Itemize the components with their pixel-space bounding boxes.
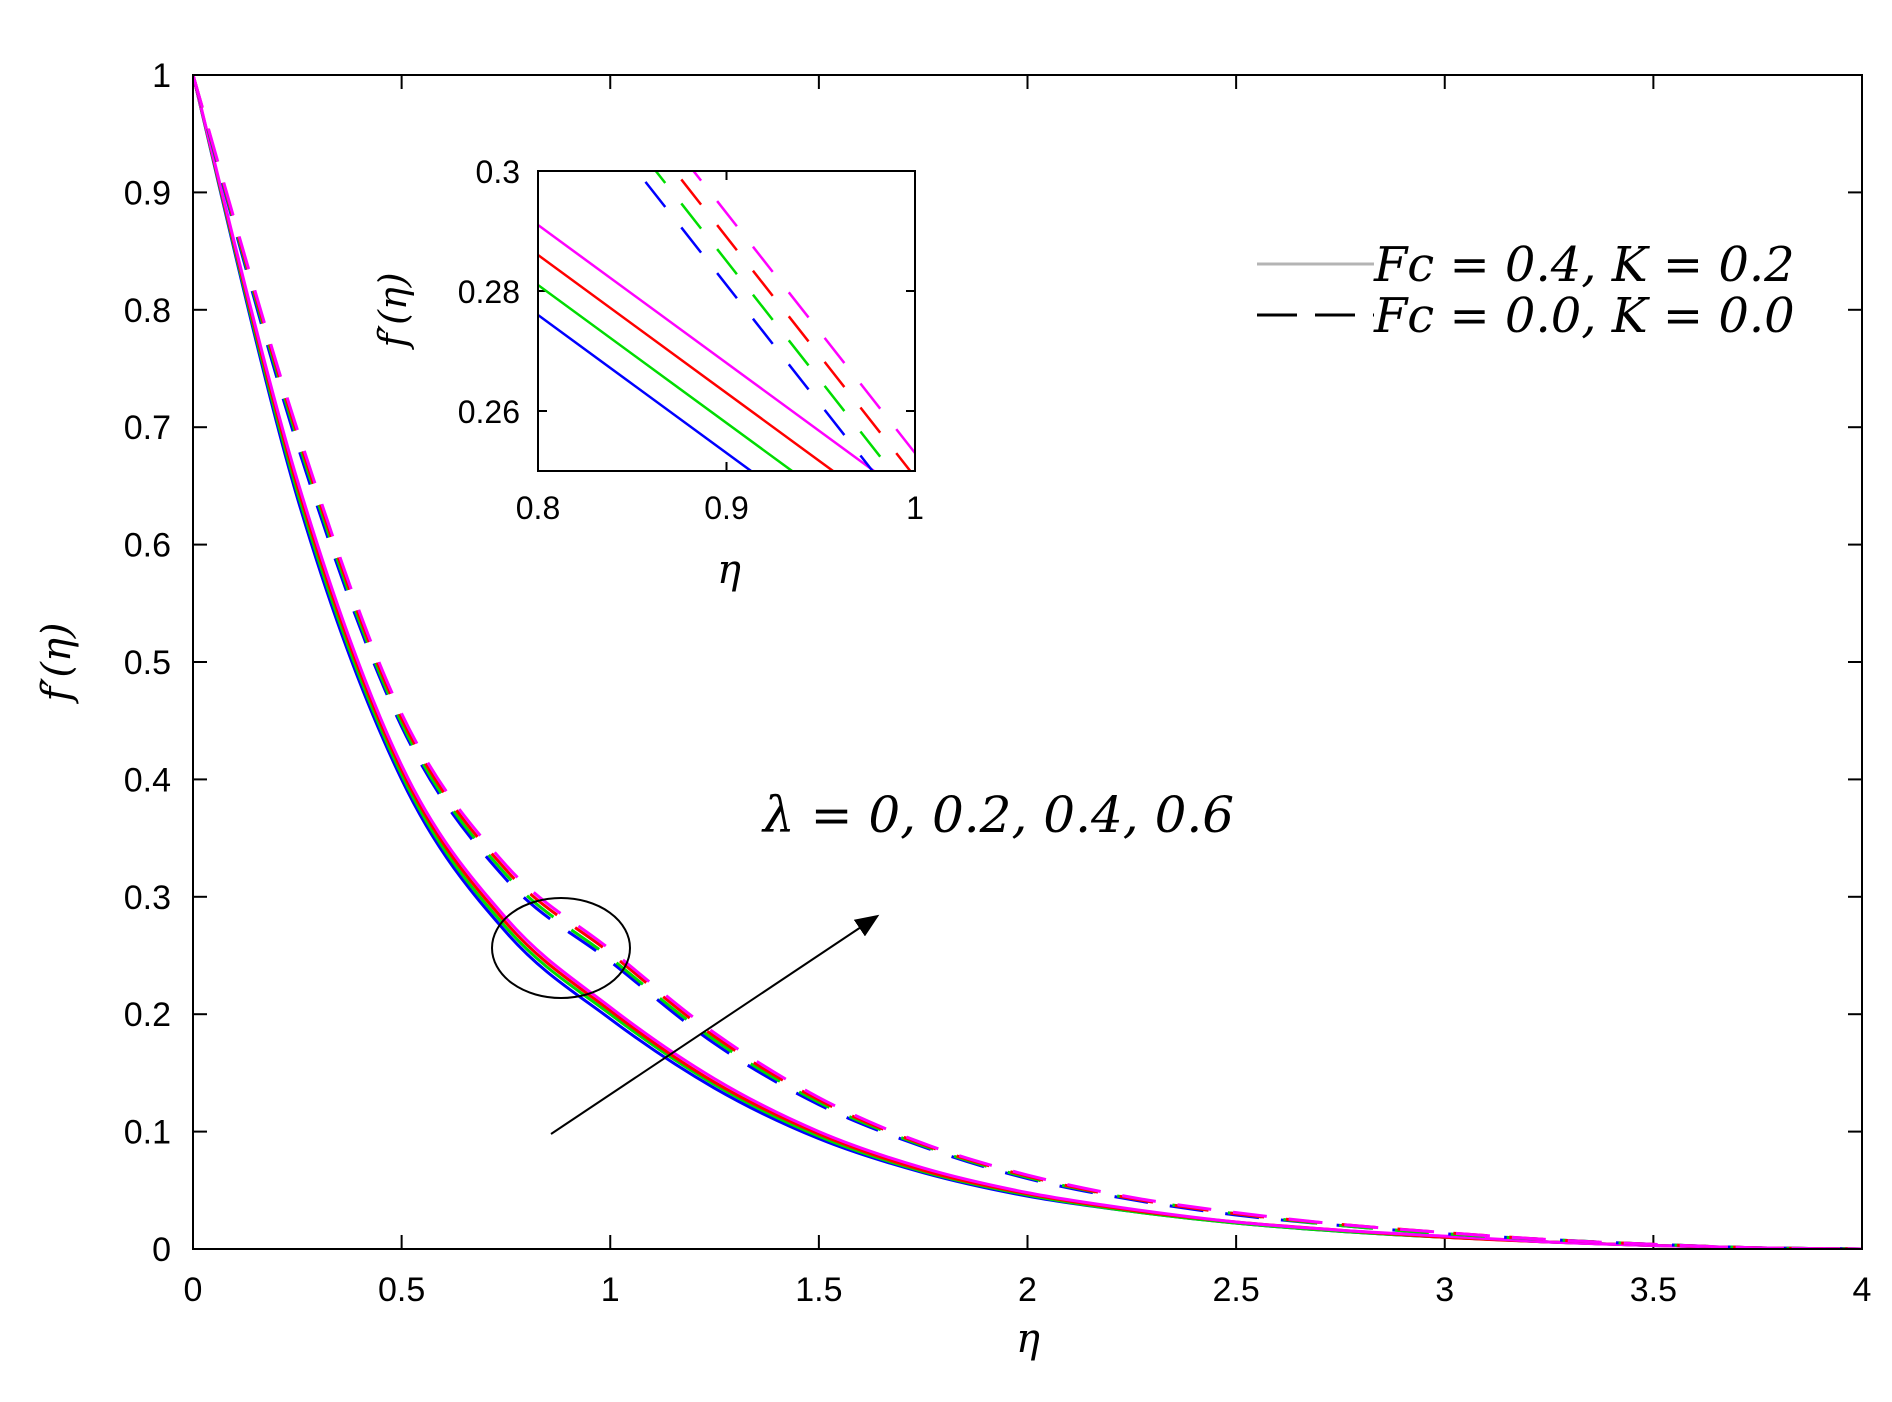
inset-x-tick-label: 0.8 — [516, 490, 560, 526]
main-series-line-dashed-lambda-0_6 — [193, 75, 1862, 1249]
inset-series-line-dashed-lambda-0 — [635, 171, 875, 471]
main-plot-frame — [192, 74, 1863, 1250]
main-tick-labels: 0 0.5 1 1.5 2 2.5 3 3.5 4 0 0.1 0.2 0.3 0.4 0.5 0.6 0.7 0… — [124, 57, 1872, 1309]
main-x-tick-label: 2.5 — [1212, 1271, 1259, 1309]
highlight-ellipse — [491, 897, 631, 999]
legend-label-solid: Fc = 0.4, K = 0.2 — [1373, 237, 1795, 293]
inset-series-line-dashed-lambda-0_2 — [654, 171, 894, 471]
inset-series-line-solid-lambda-0_2 — [538, 283, 795, 471]
inset-series-line-solid-lambda-0_4 — [538, 253, 836, 471]
main-x-tick-label: 2 — [1018, 1271, 1037, 1309]
inset-y-tick-label: 0.28 — [458, 274, 520, 310]
main-x-tick-label: 1 — [601, 1271, 620, 1309]
main-x-tick-label: 3 — [1435, 1271, 1454, 1309]
main-x-tick-label: 3.5 — [1630, 1271, 1677, 1309]
trend-arrow — [550, 914, 880, 1135]
legend: Fc = 0.4, K = 0.2 Fc = 0.0, K = 0.0 — [1257, 237, 1795, 344]
main-y-tick-label: 0.2 — [124, 996, 171, 1034]
main-y-tick-label: 0.1 — [124, 1114, 171, 1152]
inset-background — [538, 171, 915, 471]
main-y-tick-label: 0.3 — [124, 879, 171, 917]
inset-x-tick-label: 1 — [906, 490, 924, 526]
main-y-tick-label: 0.6 — [124, 527, 171, 565]
main-x-tick-label: 4 — [1853, 1271, 1872, 1309]
main-x-tick-label: 0 — [184, 1271, 203, 1309]
inset-series-line-dashed-lambda-0_6 — [691, 171, 915, 454]
lambda-annotation: λ = 0, 0.2, 0.4, 0.6 — [761, 786, 1234, 844]
main-series-group — [193, 75, 1862, 1249]
main-y-tick-label: 1 — [152, 57, 171, 95]
main-x-tick-label: 0.5 — [378, 1271, 425, 1309]
inset-series-line-solid-lambda-0_6 — [538, 223, 877, 471]
main-y-tick-label: 0.9 — [124, 174, 171, 212]
main-series-line-solid-lambda-0_6 — [193, 75, 1862, 1249]
main-x-tick-label: 1.5 — [795, 1271, 842, 1309]
main-y-tick-label: 0.8 — [124, 292, 171, 330]
main-y-tick-label: 0.5 — [124, 644, 171, 682]
inset-y-tick-label: 0.3 — [476, 154, 520, 190]
main-y-tick-label: 0.7 — [124, 409, 171, 447]
inset-x-tick-label: 0.9 — [704, 490, 748, 526]
x-axis-label: η — [1016, 1316, 1040, 1362]
main-y-tick-label: 0.4 — [124, 761, 171, 799]
inset-y-tick-label: 0.26 — [458, 394, 520, 430]
legend-label-dashed: Fc = 0.0, K = 0.0 — [1373, 288, 1795, 344]
inset-tick-labels: 0.8 0.9 1 0.26 0.28 0.3 — [458, 154, 924, 526]
inset-series-line-dashed-lambda-0_4 — [673, 171, 912, 471]
inset-series-group — [538, 171, 915, 471]
inset-series-line-solid-lambda-0 — [538, 313, 754, 471]
main-y-tick-label: 0 — [152, 1231, 171, 1269]
inset-y-axis-label: f′(η) — [371, 272, 415, 350]
inset-plot-frame — [537, 170, 916, 472]
y-axis-label: f′(η) — [34, 622, 80, 704]
inset-x-axis-label: η — [717, 547, 741, 593]
